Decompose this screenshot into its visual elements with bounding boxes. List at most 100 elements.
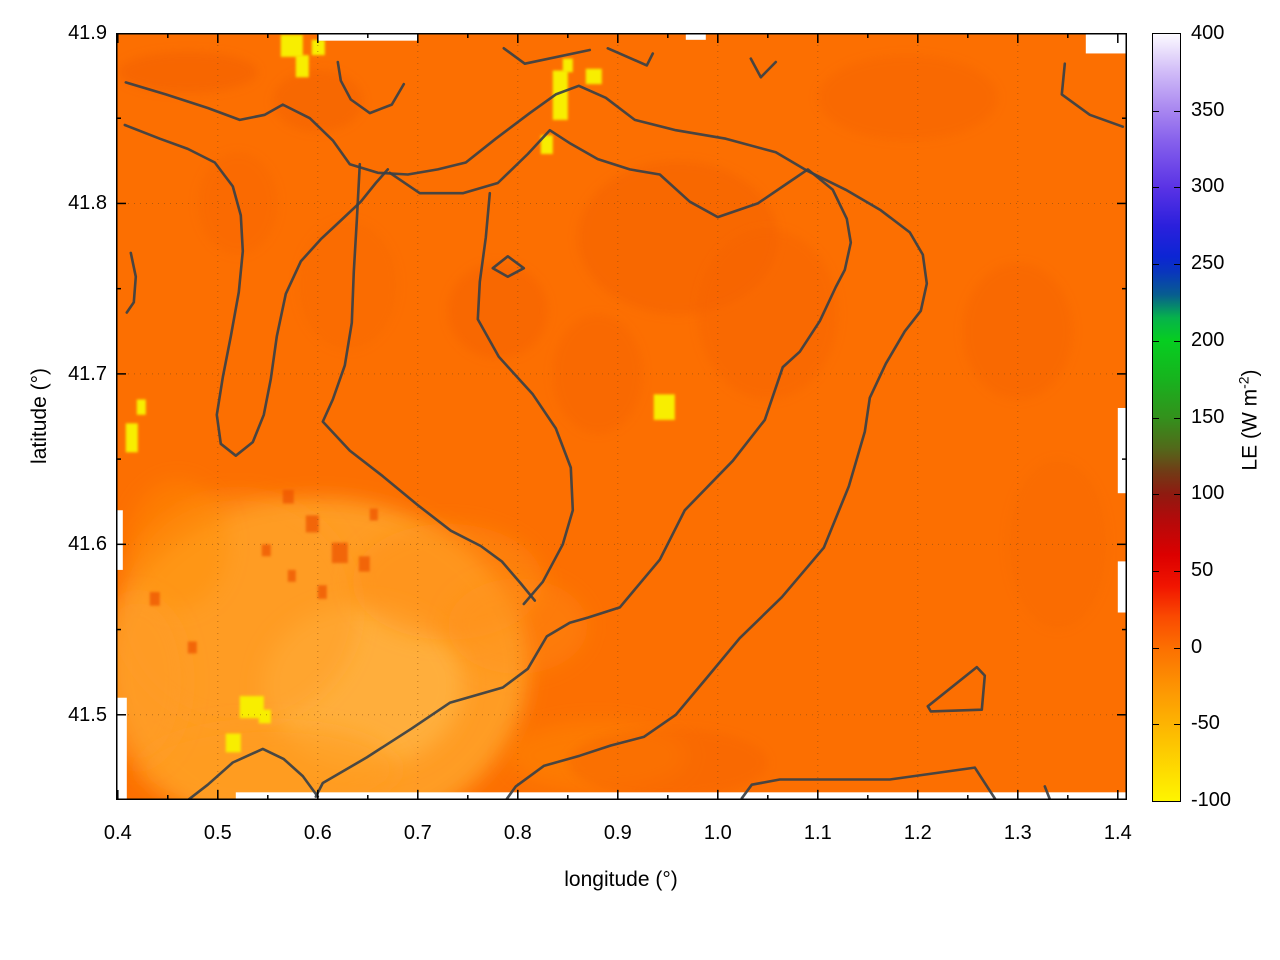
dark-patch bbox=[117, 51, 258, 93]
yellow-spot bbox=[295, 55, 309, 78]
y-tick-label: 41.7 bbox=[68, 362, 107, 385]
x-tick-label: 1.3 bbox=[1003, 822, 1032, 844]
dark-patch bbox=[272, 70, 363, 132]
dark-patch bbox=[447, 263, 548, 359]
colorbar-tick-label: 100 bbox=[1191, 482, 1225, 505]
dark-noise-pixel bbox=[369, 508, 378, 521]
contour-line bbox=[749, 57, 778, 79]
no-data-gap bbox=[235, 792, 1127, 800]
contour-line bbox=[502, 47, 592, 66]
yellow-spot bbox=[258, 709, 271, 724]
no-data-gap bbox=[116, 697, 127, 800]
dark-patch bbox=[567, 728, 768, 797]
colorbar-tick-mark bbox=[1174, 724, 1180, 726]
y-tick-label: 41.9 bbox=[68, 22, 107, 44]
yellow-spot bbox=[585, 68, 602, 85]
yellow-spot bbox=[225, 733, 241, 753]
contour-line bbox=[926, 665, 987, 713]
contour-line bbox=[123, 123, 390, 458]
colorbar-tick-mark bbox=[1153, 340, 1159, 342]
colorbar-tick-mark bbox=[1153, 494, 1159, 496]
colorbar-tick-label: 150 bbox=[1191, 405, 1225, 428]
colorbar-tick-mark bbox=[1153, 417, 1159, 419]
colorbar-tick-label: 400 bbox=[1191, 22, 1225, 44]
light-patch bbox=[137, 725, 398, 800]
contour-line bbox=[125, 251, 138, 314]
dark-patch bbox=[817, 55, 998, 141]
x-tick-label: 0.7 bbox=[403, 822, 432, 844]
yellow-spot bbox=[562, 58, 573, 73]
plot-area bbox=[116, 33, 1127, 800]
no-data-gap bbox=[1117, 407, 1127, 494]
colorbar-tick-label: -100 bbox=[1191, 789, 1232, 811]
yellow-spot bbox=[552, 70, 568, 120]
yellow-spot bbox=[136, 399, 146, 415]
colorbar-tick-label: -50 bbox=[1191, 712, 1220, 735]
dark-patch bbox=[697, 229, 838, 400]
colorbar-tick-mark bbox=[1174, 417, 1180, 419]
contour-line bbox=[1060, 62, 1125, 128]
x-tick-label: 1.1 bbox=[803, 822, 832, 844]
colorbar-tick-label: 250 bbox=[1191, 252, 1225, 275]
colorbar-tick-mark bbox=[1174, 494, 1180, 496]
colorbar-tick-mark bbox=[1153, 724, 1159, 726]
colorbar-title-sup: -2 bbox=[1235, 376, 1252, 389]
yellow-spot bbox=[239, 696, 264, 719]
colorbar-tick-label: 50 bbox=[1191, 558, 1214, 581]
contour-line bbox=[124, 81, 929, 800]
colorbar-tick-mark bbox=[1174, 264, 1180, 266]
dark-noise-pixel bbox=[331, 542, 348, 564]
dark-patch bbox=[552, 314, 643, 434]
no-data-gap bbox=[685, 33, 706, 40]
dark-noise-pixel bbox=[305, 515, 319, 533]
light-patch bbox=[116, 595, 188, 766]
colorbar-tick-mark bbox=[1153, 110, 1159, 112]
colorbar bbox=[1152, 33, 1181, 802]
colorbar-tick-mark bbox=[1174, 647, 1180, 649]
colorbar-tick-mark bbox=[1174, 570, 1180, 572]
colorbar-tick-mark bbox=[1153, 187, 1159, 189]
x-tick-label: 0.4 bbox=[103, 822, 132, 844]
dark-noise-pixel bbox=[187, 641, 197, 654]
yellow-spot bbox=[653, 394, 675, 420]
contour-line bbox=[606, 47, 655, 67]
dark-noise-pixel bbox=[317, 585, 327, 599]
dark-noise-pixel bbox=[287, 569, 296, 582]
dark-patch bbox=[962, 263, 1073, 400]
yellow-spot bbox=[125, 423, 138, 453]
yellow-spot bbox=[280, 34, 303, 57]
dark-noise-pixel bbox=[261, 544, 271, 557]
x-tick-label: 0.5 bbox=[203, 822, 232, 844]
dark-noise-pixel bbox=[358, 556, 370, 572]
colorbar-tick-label: 350 bbox=[1191, 98, 1225, 121]
x-tick-label: 1.0 bbox=[703, 822, 732, 844]
no-data-gap bbox=[1117, 561, 1127, 613]
x-tick-label: 0.9 bbox=[603, 822, 632, 844]
x-axis-title: longitude (°) bbox=[564, 868, 678, 891]
light-patch bbox=[127, 479, 228, 610]
contour-line bbox=[321, 162, 537, 602]
contour-line bbox=[314, 128, 853, 798]
colorbar-title-suffix: ) bbox=[1238, 369, 1262, 377]
dark-noise-pixel bbox=[282, 489, 294, 504]
colorbar-tick-mark bbox=[1174, 110, 1180, 112]
yellow-spot bbox=[311, 39, 325, 56]
dark-patch bbox=[297, 220, 398, 351]
colorbar-tick-mark bbox=[1153, 570, 1159, 572]
heatmap-contour-plot bbox=[116, 33, 1127, 800]
yellow-spot bbox=[540, 135, 553, 155]
no-data-gap bbox=[1085, 33, 1127, 54]
x-tick-label: 1.4 bbox=[1103, 822, 1132, 844]
x-tick-label: 0.8 bbox=[503, 822, 532, 844]
colorbar-title: LE (W m-2) bbox=[1236, 369, 1263, 470]
colorbar-tick-mark bbox=[1153, 647, 1159, 649]
dark-patch bbox=[1007, 459, 1108, 630]
no-data-gap bbox=[116, 510, 123, 570]
contour-line bbox=[740, 766, 998, 800]
x-tick-label: 1.2 bbox=[903, 822, 932, 844]
colorbar-tick-label: 300 bbox=[1191, 175, 1225, 198]
light-patch bbox=[447, 578, 588, 674]
dark-noise-pixel bbox=[149, 592, 160, 606]
y-tick-label: 41.8 bbox=[68, 192, 107, 215]
